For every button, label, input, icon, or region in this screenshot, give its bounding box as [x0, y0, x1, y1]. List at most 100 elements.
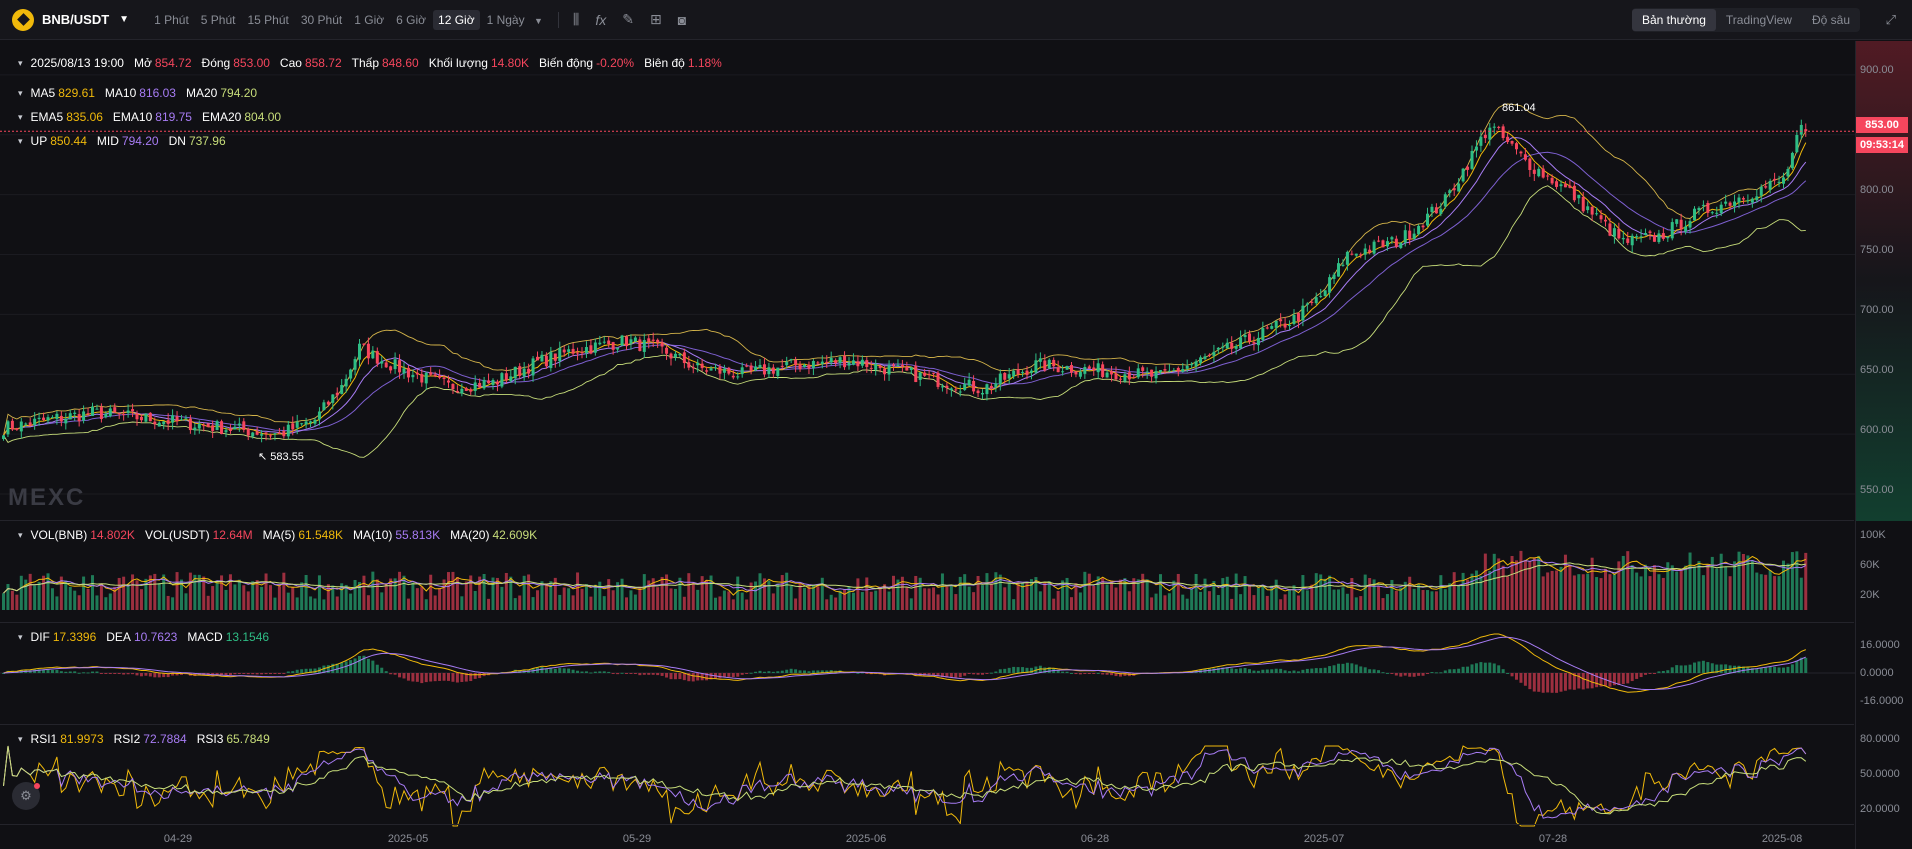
- candle-body: [1412, 233, 1416, 240]
- chevron-down-icon[interactable]: ▾: [18, 135, 23, 146]
- pane-divider[interactable]: [0, 724, 1854, 725]
- volume-bar: [1261, 585, 1265, 610]
- candle-body: [1328, 277, 1332, 293]
- volume-bar: [104, 597, 108, 610]
- candle-body: [487, 380, 491, 384]
- candle-body: [184, 417, 188, 419]
- candles-icon[interactable]: ⫼: [572, 11, 580, 27]
- volume-bar: [73, 590, 77, 610]
- camera-icon[interactable]: ◙: [677, 11, 687, 28]
- interval-1h[interactable]: 1 Giờ: [354, 12, 385, 27]
- volume-bar: [460, 596, 464, 610]
- pencil-icon[interactable]: ✎: [622, 11, 634, 27]
- macd-histogram-bar: [1773, 666, 1777, 673]
- volume-bar: [616, 582, 620, 610]
- candle-body: [847, 362, 851, 366]
- macd-histogram-bar: [224, 673, 228, 676]
- volume-bar: [1426, 590, 1429, 610]
- macd-histogram-bar: [55, 669, 59, 673]
- high-value: 858.72: [304, 56, 342, 70]
- formula-icon[interactable]: fx: [595, 11, 607, 28]
- macd-histogram-bar: [825, 670, 829, 673]
- macd-histogram-bar: [571, 669, 575, 673]
- volume-bar: [856, 578, 860, 610]
- view-basic[interactable]: Bản thường: [1631, 9, 1716, 31]
- volume-bar: [1150, 597, 1154, 610]
- ma10-label: MA10: [104, 86, 137, 100]
- volume-bar: [1461, 572, 1465, 610]
- volume-bar: [1234, 573, 1238, 610]
- macd-histogram-bar: [994, 671, 998, 673]
- macd-histogram-bar: [1617, 673, 1621, 686]
- candle-body: [909, 367, 913, 370]
- macd-histogram-bar: [1670, 667, 1674, 673]
- volume-bar: [762, 578, 766, 610]
- layout-icon[interactable]: ⊞: [649, 11, 662, 27]
- macd-histogram-bar: [1693, 662, 1696, 673]
- interval-more-select[interactable]: 1 Ngày ▼: [482, 10, 548, 30]
- fullscreen-icon[interactable]: ⤢: [1885, 12, 1896, 27]
- candle-body: [233, 426, 237, 430]
- price-axis[interactable]: [1855, 41, 1912, 849]
- volume-bar: [1029, 579, 1033, 610]
- chevron-down-icon[interactable]: ▾: [18, 529, 23, 540]
- candle-body: [1368, 249, 1372, 253]
- candle-body: [273, 433, 277, 435]
- interval-30m[interactable]: 30 Phút: [300, 12, 343, 27]
- candle-body: [1466, 166, 1470, 170]
- volume-bar: [59, 576, 63, 610]
- volume-bar: [335, 596, 339, 610]
- candle-body: [829, 357, 833, 363]
- macd-histogram-bar: [1421, 673, 1425, 676]
- macd-histogram-bar: [1697, 661, 1701, 673]
- volume-bar: [820, 577, 824, 610]
- candle-body: [682, 352, 686, 364]
- macd-histogram-bar: [616, 673, 620, 675]
- pane-divider[interactable]: [0, 622, 1854, 623]
- volume-bar: [927, 588, 931, 610]
- macd-histogram-bar: [1764, 667, 1768, 673]
- macd-histogram-bar: [1688, 664, 1692, 673]
- macd-histogram-bar: [1497, 665, 1501, 673]
- macd-histogram-bar: [255, 673, 259, 675]
- candle-body: [1212, 351, 1216, 356]
- chevron-down-icon[interactable]: ▾: [18, 87, 23, 98]
- interval-15m[interactable]: 15 Phút: [247, 12, 289, 27]
- interval-12h[interactable]: 12 Giờ: [433, 9, 480, 30]
- interval-6h[interactable]: 6 Giờ: [396, 12, 427, 27]
- candle-body: [246, 429, 250, 436]
- candle-body: [1021, 371, 1025, 373]
- candle-body: [771, 367, 775, 374]
- volume-bar: [767, 580, 771, 610]
- macd-histogram-bar: [1417, 673, 1421, 676]
- candle-body: [989, 385, 993, 389]
- volume-bar: [731, 599, 735, 610]
- macd-histogram-bar: [411, 673, 415, 682]
- view-depth[interactable]: Độ sâu: [1811, 13, 1850, 27]
- chevron-down-icon[interactable]: ▾: [18, 57, 23, 68]
- chevron-down-icon[interactable]: ▾: [18, 733, 23, 744]
- chevron-down-icon[interactable]: ▾: [18, 111, 23, 122]
- view-tradingview[interactable]: TradingView: [1725, 13, 1792, 27]
- macd-histogram-bar: [1568, 673, 1572, 690]
- macd-histogram-bar: [1123, 673, 1127, 676]
- volume-bar: [1221, 578, 1225, 610]
- candle-body: [660, 342, 664, 347]
- candle-body: [1635, 236, 1639, 238]
- pane-divider[interactable]: [0, 520, 1854, 521]
- interval-1m[interactable]: 1 Phút: [154, 12, 189, 27]
- macd-histogram-bar: [28, 670, 32, 673]
- chevron-down-icon[interactable]: ▾: [18, 631, 23, 642]
- volume-bar: [1474, 570, 1478, 610]
- candle-body: [148, 412, 152, 422]
- macd-histogram-bar: [1501, 669, 1505, 673]
- toolbar-divider: [557, 11, 559, 28]
- candle-body: [251, 432, 255, 437]
- macd-histogram-bar: [1733, 665, 1737, 673]
- pair-selector[interactable]: BNB/USDT ▼: [12, 0, 129, 40]
- candle-body: [1288, 325, 1292, 327]
- interval-5m[interactable]: 5 Phút: [200, 12, 236, 27]
- settings-icon[interactable]: ⚙: [12, 782, 40, 810]
- dif-value: 17.3396: [52, 630, 97, 644]
